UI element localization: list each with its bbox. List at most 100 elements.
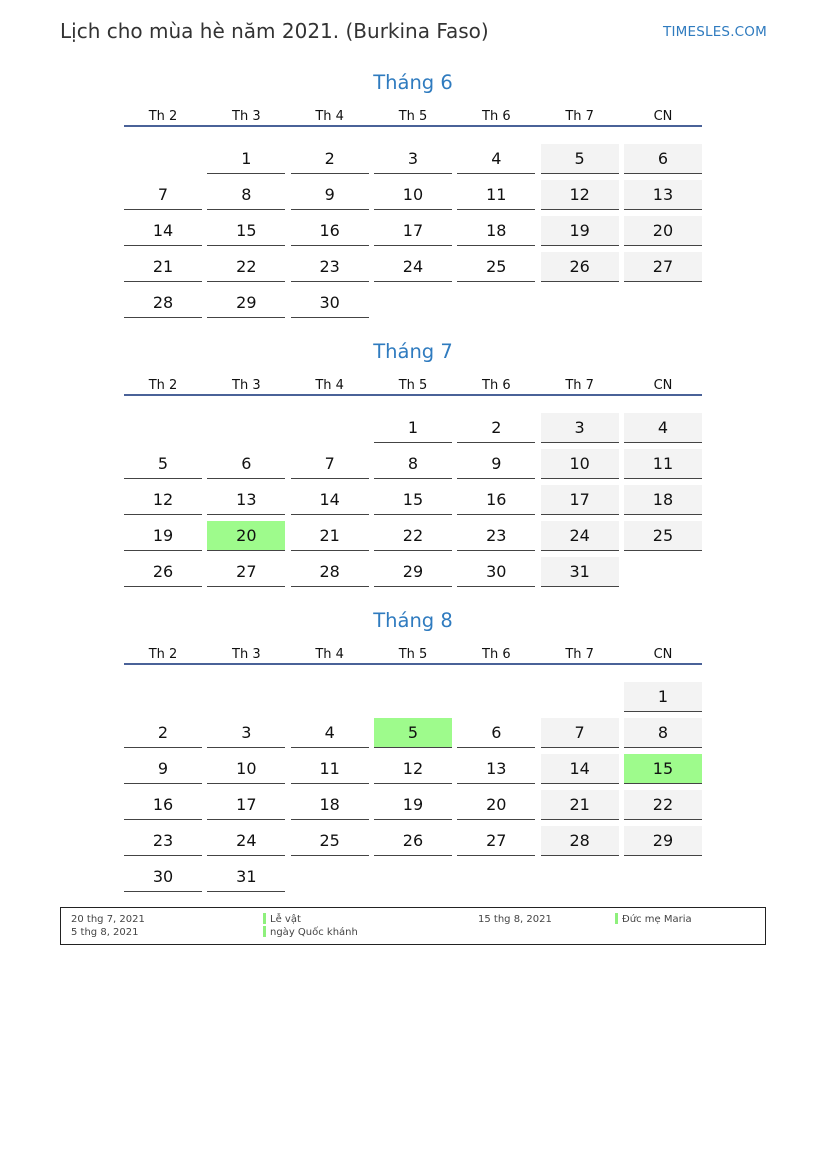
day-cell[interactable]: 30 (290, 288, 369, 318)
day-cell[interactable]: 29 (623, 826, 702, 856)
day-cell[interactable]: 20 (457, 790, 536, 820)
day-cell[interactable]: 17 (540, 485, 619, 515)
day-cell[interactable]: 7 (124, 180, 202, 210)
day-cell[interactable]: 12 (540, 180, 619, 210)
day-cell[interactable]: 14 (540, 754, 619, 784)
day-cell[interactable]: 5 (540, 144, 619, 174)
weekday-header: Th 5 (398, 109, 428, 124)
weekday-header: Th 6 (482, 109, 511, 124)
day-cell[interactable]: 24 (207, 826, 286, 856)
day-cell[interactable]: 2 (290, 144, 369, 174)
day-cell[interactable]: 13 (623, 180, 702, 210)
legend-name: Lễ vật (263, 913, 301, 926)
day-cell[interactable]: 4 (457, 144, 536, 174)
day-cell[interactable]: 4 (290, 718, 369, 748)
day-cell[interactable]: 28 (540, 826, 619, 856)
day-cell[interactable]: 22 (207, 252, 286, 282)
day-cell[interactable]: 27 (457, 826, 536, 856)
day-cell[interactable]: 12 (373, 754, 452, 784)
holiday-day-cell[interactable]: 15 (623, 754, 702, 784)
day-cell[interactable]: 9 (290, 180, 369, 210)
day-cell[interactable]: 28 (290, 557, 369, 587)
day-cell[interactable]: 16 (457, 485, 536, 515)
day-cell[interactable]: 15 (207, 216, 286, 246)
day-cell[interactable]: 11 (290, 754, 369, 784)
day-cell[interactable]: 8 (373, 449, 452, 479)
day-cell[interactable]: 8 (207, 180, 286, 210)
day-cell[interactable]: 21 (290, 521, 369, 551)
day-cell[interactable]: 19 (540, 216, 619, 246)
holiday-marker-icon (263, 913, 266, 924)
day-cell[interactable]: 19 (373, 790, 452, 820)
day-cell[interactable]: 6 (623, 144, 702, 174)
day-cell[interactable]: 25 (623, 521, 702, 551)
day-cell[interactable]: 13 (457, 754, 536, 784)
day-cell[interactable]: 16 (124, 790, 202, 820)
day-cell[interactable]: 27 (207, 557, 286, 587)
day-cell[interactable]: 3 (207, 718, 286, 748)
brand-link[interactable]: TIMESLES.COM (663, 24, 767, 40)
holiday-day-cell[interactable]: 5 (373, 718, 452, 748)
day-cell[interactable]: 10 (373, 180, 452, 210)
day-cell[interactable]: 26 (373, 826, 452, 856)
day-cell[interactable]: 20 (623, 216, 702, 246)
day-cell[interactable]: 18 (290, 790, 369, 820)
day-cell[interactable]: 26 (124, 557, 202, 587)
day-cell[interactable]: 17 (373, 216, 452, 246)
day-cell[interactable]: 13 (207, 485, 286, 515)
day-cell[interactable]: 22 (373, 521, 452, 551)
day-cell[interactable]: 27 (623, 252, 702, 282)
day-cell[interactable]: 17 (207, 790, 286, 820)
day-cell[interactable]: 16 (290, 216, 369, 246)
day-cell[interactable]: 30 (124, 862, 202, 892)
legend-name-text: ngày Quốc khánh (270, 927, 358, 938)
day-cell[interactable]: 29 (373, 557, 452, 587)
day-cell[interactable]: 10 (207, 754, 286, 784)
day-cell[interactable]: 1 (373, 413, 452, 443)
day-cell[interactable]: 31 (540, 557, 619, 587)
day-cell[interactable]: 5 (124, 449, 202, 479)
day-cell[interactable]: 9 (457, 449, 536, 479)
day-cell[interactable]: 21 (540, 790, 619, 820)
day-cell[interactable]: 9 (124, 754, 202, 784)
day-cell[interactable]: 24 (540, 521, 619, 551)
day-cell[interactable]: 6 (457, 718, 536, 748)
day-cell[interactable]: 18 (457, 216, 536, 246)
day-cell[interactable]: 25 (290, 826, 369, 856)
day-cell[interactable]: 19 (124, 521, 202, 551)
day-cell[interactable]: 3 (373, 144, 452, 174)
day-cell[interactable]: 24 (373, 252, 452, 282)
day-cell[interactable]: 30 (457, 557, 536, 587)
day-cell[interactable]: 23 (457, 521, 536, 551)
day-cell[interactable]: 1 (623, 682, 702, 712)
day-cell[interactable]: 26 (540, 252, 619, 282)
day-cell[interactable]: 11 (623, 449, 702, 479)
day-cell[interactable]: 15 (373, 485, 452, 515)
day-cell[interactable]: 23 (290, 252, 369, 282)
day-cell[interactable]: 22 (623, 790, 702, 820)
day-cell[interactable]: 12 (124, 485, 202, 515)
day-cell[interactable]: 2 (457, 413, 536, 443)
day-cell[interactable]: 6 (207, 449, 286, 479)
day-cell[interactable]: 29 (207, 288, 286, 318)
day-cell[interactable]: 23 (124, 826, 202, 856)
day-cell[interactable]: 4 (623, 413, 702, 443)
day-cell[interactable]: 3 (540, 413, 619, 443)
day-cell[interactable]: 28 (124, 288, 202, 318)
day-cell[interactable]: 1 (207, 144, 286, 174)
day-cell[interactable]: 25 (457, 252, 536, 282)
month-title: Tháng 6 (373, 71, 453, 94)
day-cell[interactable]: 21 (124, 252, 202, 282)
holiday-day-cell[interactable]: 20 (207, 521, 286, 551)
day-cell[interactable]: 7 (540, 718, 619, 748)
day-cell[interactable]: 10 (540, 449, 619, 479)
day-cell[interactable]: 7 (290, 449, 369, 479)
day-cell[interactable]: 18 (623, 485, 702, 515)
day-cell[interactable]: 8 (623, 718, 702, 748)
day-cell[interactable]: 11 (457, 180, 536, 210)
day-cell[interactable]: 31 (207, 862, 286, 892)
day-cell[interactable]: 14 (124, 216, 202, 246)
day-cell[interactable]: 2 (124, 718, 202, 748)
day-cell[interactable]: 14 (290, 485, 369, 515)
weekday-header: Th 6 (482, 647, 511, 662)
